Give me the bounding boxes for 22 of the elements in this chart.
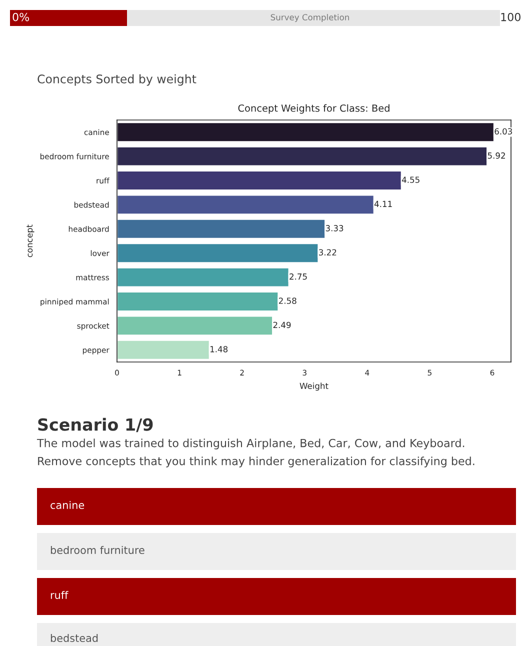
data-label: 5.92 xyxy=(488,152,505,159)
text: 100 xyxy=(501,12,520,22)
data-label: 3.22 xyxy=(319,249,336,256)
data-label: 1.48 xyxy=(210,346,228,352)
text: canine xyxy=(50,500,84,510)
data-label: 3.33 xyxy=(326,225,344,232)
text: Scenario 1/9 xyxy=(38,418,153,432)
text: The model was trained to distinguish Airplane, Bed, Car, Cow, and Keyboard. xyxy=(36,438,464,450)
text: Remove concepts that you think may hinder generalization for classifying bed. xyxy=(38,456,474,468)
x-axis-title: Weight xyxy=(300,382,328,391)
data-label: 2.49 xyxy=(273,322,291,328)
text: ruff xyxy=(50,590,68,600)
data-label: 4.11 xyxy=(374,200,392,207)
data-label: 2.58 xyxy=(278,298,296,304)
data-label: 6.03 xyxy=(494,128,512,135)
y-axis-title: concept xyxy=(26,224,34,258)
text: 0% xyxy=(12,12,30,22)
text: Survey Completion xyxy=(270,14,349,22)
text: Concepts Sorted by weight xyxy=(38,74,196,86)
chart-title: Concept Weights for Class: Bed xyxy=(238,104,390,114)
data-label: 4.55 xyxy=(402,176,420,183)
data-label: 2.75 xyxy=(290,273,307,280)
